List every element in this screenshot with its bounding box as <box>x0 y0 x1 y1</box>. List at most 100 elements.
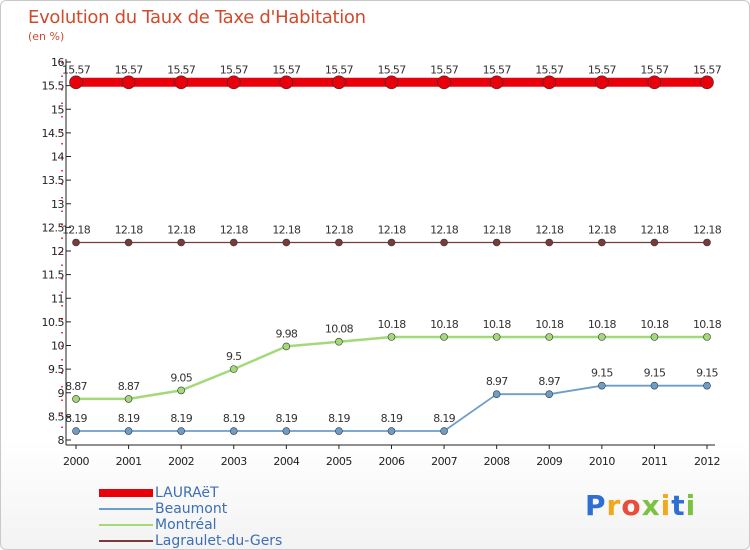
data-point <box>282 238 291 247</box>
data-point <box>598 381 606 390</box>
data-label: 8.87 <box>118 380 140 393</box>
chart-title: Evolution du Taux de Taxe d'Habitation <box>28 7 366 28</box>
data-point <box>387 238 396 247</box>
data-label: 15.57 <box>378 63 407 76</box>
logo-letter: o <box>621 489 642 522</box>
data-point <box>335 238 343 247</box>
data-point <box>492 238 501 247</box>
data-point <box>440 238 448 247</box>
data-label: 12.18 <box>378 223 407 236</box>
x-tick-label: 2012 <box>694 455 720 468</box>
data-label: 8.97 <box>538 375 560 388</box>
data-label: 15.57 <box>693 63 722 76</box>
data-label: 10.18 <box>535 318 564 331</box>
logo-letter: i <box>685 489 697 522</box>
legend-swatch <box>99 508 153 510</box>
data-label: 8.19 <box>65 412 87 425</box>
data-label: 8.19 <box>381 412 403 425</box>
data-point <box>703 333 711 341</box>
x-tick-label: 2011 <box>641 455 667 468</box>
data-point <box>279 75 294 90</box>
data-point <box>650 238 659 247</box>
legend-label: LAURAëT <box>155 485 219 501</box>
y-tick-label: 10 <box>51 340 64 353</box>
data-point <box>72 427 80 435</box>
series-points <box>69 75 714 435</box>
data-point <box>124 427 133 435</box>
y-tick-label: 13.5 <box>42 174 65 187</box>
data-label: 12.18 <box>640 223 669 236</box>
data-label: 15.57 <box>640 63 669 76</box>
x-tick-label: 2003 <box>221 455 247 468</box>
legend: LAURAëT Beaumont Montréal Lagraulet-du-Gers <box>99 485 282 549</box>
data-point <box>387 333 396 341</box>
axes <box>61 59 715 446</box>
x-tick-label: 2005 <box>326 455 352 468</box>
proxiti-logo: Proxiti <box>585 489 696 522</box>
data-label: 8.19 <box>433 412 455 425</box>
data-label: 9.98 <box>275 327 297 340</box>
data-label: 15.57 <box>535 63 564 76</box>
data-label: 12.18 <box>220 223 249 236</box>
legend-label: Lagraulet-du-Gers <box>155 533 283 549</box>
y-tick-label: 12.5 <box>42 221 65 234</box>
data-point <box>72 395 80 403</box>
data-label: 15.57 <box>588 63 617 76</box>
data-label: 12.18 <box>325 223 354 236</box>
y-tick-label: 13 <box>51 198 64 211</box>
data-label: 8.19 <box>328 412 350 425</box>
data-label: 9.05 <box>170 371 192 384</box>
y-tick-label: 10.5 <box>42 316 65 329</box>
data-point <box>332 75 346 90</box>
logo-letter: t <box>671 489 686 522</box>
data-point <box>650 333 659 341</box>
x-tick-label: 2007 <box>431 455 457 468</box>
data-label: 8.87 <box>65 380 87 393</box>
data-point <box>703 381 711 390</box>
x-axis-ticks: 2000 2001 2002 2003 2004 2005 2006 2007 2008 2009… <box>63 445 721 468</box>
legend-swatch <box>99 540 153 542</box>
data-label: 12.18 <box>430 223 459 236</box>
x-tick-label: 2002 <box>168 455 194 468</box>
data-point <box>542 75 557 90</box>
y-tick-label: 15.5 <box>42 80 65 93</box>
x-tick-label: 2004 <box>273 455 299 468</box>
data-label: 10.18 <box>430 318 459 331</box>
logo-letter: P <box>585 489 607 522</box>
data-label: 8.19 <box>118 412 140 425</box>
data-point <box>598 238 606 247</box>
data-point <box>282 342 291 351</box>
data-point <box>700 75 714 90</box>
legend-item: LAURAëT <box>99 485 282 501</box>
y-tick-label: 9 <box>58 387 65 400</box>
data-label: 10.08 <box>325 323 354 336</box>
data-point <box>650 381 659 390</box>
data-label: 8.19 <box>275 412 297 425</box>
data-point <box>545 390 554 398</box>
y-axis-ticks: 8 8.5 9 9.5 10 10.5 11 11.5 12 12.5 13 13.5 14 14.5 15… <box>42 56 71 447</box>
legend-item: Montréal <box>99 517 282 533</box>
y-tick-label: 15 <box>51 103 64 116</box>
data-label: 12.18 <box>115 223 144 236</box>
data-point <box>124 395 133 403</box>
x-tick-label: 2001 <box>116 455 142 468</box>
data-label: 10.18 <box>693 318 722 331</box>
data-point <box>177 238 185 247</box>
logo-letter: r <box>606 489 622 522</box>
y-tick-label: 14.5 <box>42 127 65 140</box>
unit-label: (en %) <box>28 30 65 43</box>
data-point <box>545 238 554 247</box>
y-tick-label: 9.5 <box>48 363 64 376</box>
data-point <box>229 365 238 373</box>
data-point <box>440 333 448 341</box>
legend-swatch <box>99 489 153 497</box>
data-label: 12.18 <box>62 223 91 236</box>
legend-swatch <box>99 524 153 526</box>
y-tick-label: 11 <box>51 292 64 305</box>
data-labels: 15.57 15.57 15.57 15.57 15.57 15.57 15.57 15.57… <box>62 63 722 425</box>
data-point <box>647 75 662 90</box>
data-label: 15.57 <box>272 63 301 76</box>
data-point <box>229 427 238 435</box>
data-label: 8.97 <box>486 375 508 388</box>
y-tick-label: 8 <box>58 434 65 447</box>
